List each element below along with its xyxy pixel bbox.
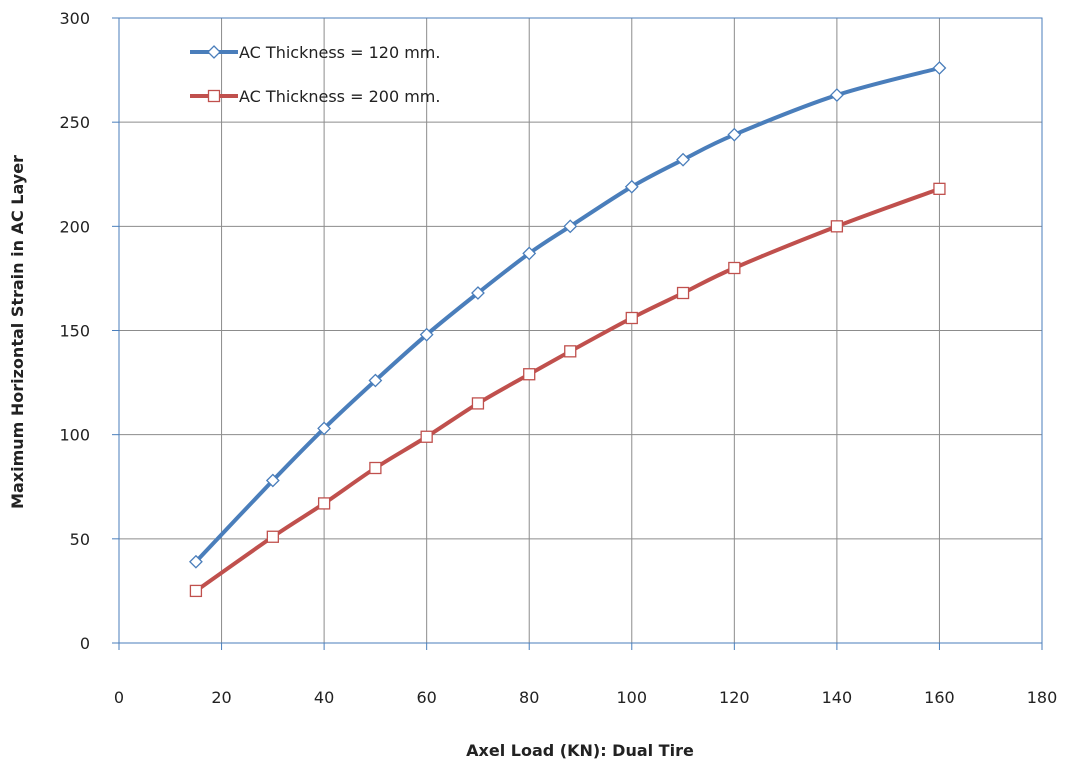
data-point [369, 461, 382, 475]
legend-swatch-marker [207, 45, 221, 59]
data-point [563, 219, 578, 234]
x-tick-label: 60 [416, 688, 436, 707]
data-point [676, 286, 690, 300]
y-tick-label: 50 [70, 530, 90, 549]
data-point [265, 473, 280, 488]
data-point [933, 182, 946, 195]
data-point [676, 152, 690, 167]
legend-label: AC Thickness = 200 mm. [239, 87, 440, 106]
data-point [829, 88, 844, 103]
y-tick-label: 150 [59, 322, 90, 341]
grid-lines [119, 18, 1042, 643]
x-tick-label: 180 [1027, 688, 1058, 707]
y-tick-label: 300 [59, 9, 90, 28]
data-point [420, 430, 433, 443]
data-point [728, 261, 741, 275]
series-1 [188, 61, 947, 569]
data-point [189, 584, 203, 598]
data-point [522, 246, 537, 261]
plot-frame [112, 17, 1043, 650]
legend-item-1: AC Thickness = 120 mm. [190, 43, 440, 62]
data-point [188, 554, 203, 569]
x-tick-labels: 0 20 40 60 80 100 120 140 160 180 [114, 688, 1057, 707]
data-point [419, 327, 434, 342]
y-tick-label: 100 [59, 426, 90, 445]
y-tick-label: 0 [80, 634, 90, 653]
data-point [471, 286, 485, 300]
data-point [932, 61, 947, 75]
y-tick-labels: 0 50 100 150 200 250 300 [59, 9, 90, 653]
series-line [194, 186, 941, 593]
series-line [194, 66, 940, 564]
legend-item-2: AC Thickness = 200 mm. [190, 87, 440, 106]
x-tick-label: 140 [822, 688, 853, 707]
x-tick-label: 40 [314, 688, 334, 707]
series-2 [189, 182, 946, 598]
data-point [368, 373, 383, 388]
data-point [523, 368, 536, 381]
x-axis-title: Axel Load (KN): Dual Tire [466, 741, 694, 760]
x-tick-label: 120 [719, 688, 750, 707]
x-tick-label: 160 [924, 688, 955, 707]
data-point [266, 530, 279, 543]
x-tick-label: 100 [617, 688, 648, 707]
data-point [564, 345, 577, 358]
x-tick-label: 80 [519, 688, 539, 707]
series-group [188, 61, 947, 598]
y-tick-label: 250 [59, 113, 90, 132]
y-axis-title: Maximum Horizontal Strain in AC Layer [8, 155, 27, 509]
legend-label: AC Thickness = 120 mm. [239, 43, 440, 62]
data-point [727, 127, 742, 142]
data-point [830, 220, 844, 233]
y-tick-label: 200 [59, 217, 90, 236]
data-point [317, 497, 331, 510]
data-point [624, 179, 639, 194]
legend-swatch-marker [207, 89, 221, 103]
data-point [625, 311, 638, 325]
x-tick-label: 0 [114, 688, 124, 707]
data-point [471, 397, 485, 410]
data-point [317, 421, 332, 436]
legend: AC Thickness = 120 mm. AC Thickness = 200… [190, 43, 440, 106]
x-tick-label: 20 [211, 688, 231, 707]
